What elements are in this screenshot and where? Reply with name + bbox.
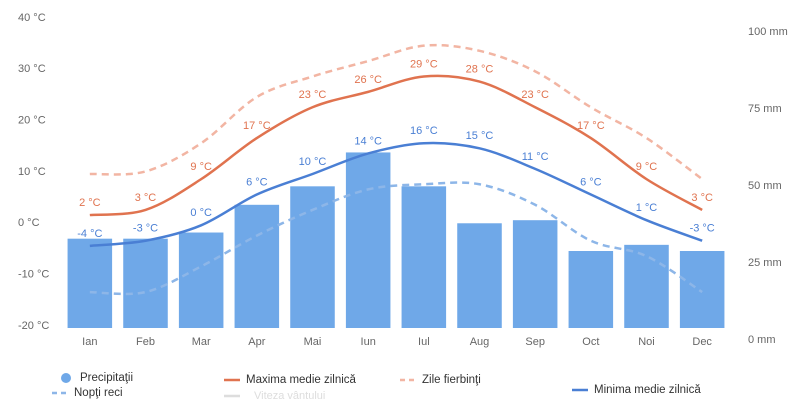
data-label: 28 °C	[466, 64, 494, 76]
legend-label: Zile fierbinţi	[422, 374, 481, 386]
bar	[67, 238, 113, 328]
x-tick-label: Aug	[470, 336, 490, 348]
data-label: 17 °C	[243, 120, 271, 132]
x-tick-label: Oct	[582, 336, 599, 348]
bar	[401, 186, 447, 328]
data-label: 10 °C	[299, 156, 327, 168]
data-label: 26 °C	[354, 74, 382, 86]
y-tick-label: -10 °C	[18, 269, 49, 281]
x-tick-label: Mar	[192, 336, 211, 348]
data-label: 16 °C	[410, 125, 438, 137]
bar	[679, 251, 725, 328]
bar	[457, 223, 502, 328]
y-tick-label: 0 °C	[18, 217, 40, 229]
dashed-line	[89, 43, 703, 181]
data-label: 3 °C	[691, 192, 713, 204]
x-tick-label: Feb	[136, 336, 155, 348]
data-label: 9 °C	[636, 161, 658, 173]
data-label: 17 °C	[577, 120, 605, 132]
bar	[234, 204, 280, 328]
x-tick-label: Dec	[692, 336, 712, 348]
data-label: -4 °C	[77, 228, 102, 240]
data-label: 11 °C	[522, 151, 549, 163]
y-tick-label: 30 °C	[18, 63, 46, 75]
legend-swatch	[61, 373, 71, 383]
data-label: 3 °C	[135, 192, 157, 204]
bar	[290, 186, 335, 328]
y2-tick-label: 75 mm	[748, 103, 782, 115]
bar	[123, 238, 168, 328]
x-tick-label: Mai	[304, 336, 322, 348]
bar	[178, 232, 224, 328]
x-tick-label: Sep	[525, 336, 545, 348]
y2-tick-label: 100 mm	[748, 26, 788, 38]
y2-tick-label: 50 mm	[748, 180, 782, 192]
line	[89, 141, 703, 248]
x-tick-label: Ian	[82, 336, 97, 348]
dashed-line	[89, 181, 703, 296]
bar	[345, 152, 391, 328]
data-label: 6 °C	[580, 176, 602, 188]
bar	[512, 220, 558, 328]
legend-label: Minima medie zilnică	[594, 384, 701, 396]
data-label: -3 °C	[133, 223, 158, 235]
data-label: 0 °C	[190, 207, 212, 219]
data-label: 15 °C	[466, 130, 494, 142]
x-tick-label: Iul	[418, 336, 430, 348]
y2-tick-label: 25 mm	[748, 257, 782, 269]
data-label: -3 °C	[690, 223, 715, 235]
y2-tick-label: 0 mm	[748, 334, 776, 346]
bar	[568, 251, 614, 328]
y-tick-label: 10 °C	[18, 166, 46, 178]
data-label: 29 °C	[410, 58, 438, 70]
data-label: 1 °C	[636, 202, 658, 214]
y-tick-label: 40 °C	[18, 12, 46, 24]
legend-label: Nopţi reci	[74, 387, 123, 399]
data-label: 2 °C	[79, 197, 101, 209]
legend-label: Viteza vântului	[254, 390, 325, 402]
y-tick-label: -20 °C	[18, 320, 49, 332]
data-label: 14 °C	[354, 135, 382, 147]
legend-label: Maxima medie zilnică	[246, 374, 357, 386]
y-tick-label: 20 °C	[18, 115, 46, 127]
bar	[624, 244, 669, 328]
data-label: 23 °C	[521, 89, 549, 101]
x-tick-label: Iun	[361, 336, 376, 348]
data-label: 23 °C	[299, 89, 327, 101]
x-tick-label: Apr	[248, 336, 265, 348]
data-label: 6 °C	[246, 176, 268, 188]
legend-label: Precipitaţii	[80, 372, 133, 384]
data-label: 9 °C	[190, 161, 212, 173]
line	[89, 74, 703, 217]
x-tick-label: Noi	[638, 336, 655, 348]
